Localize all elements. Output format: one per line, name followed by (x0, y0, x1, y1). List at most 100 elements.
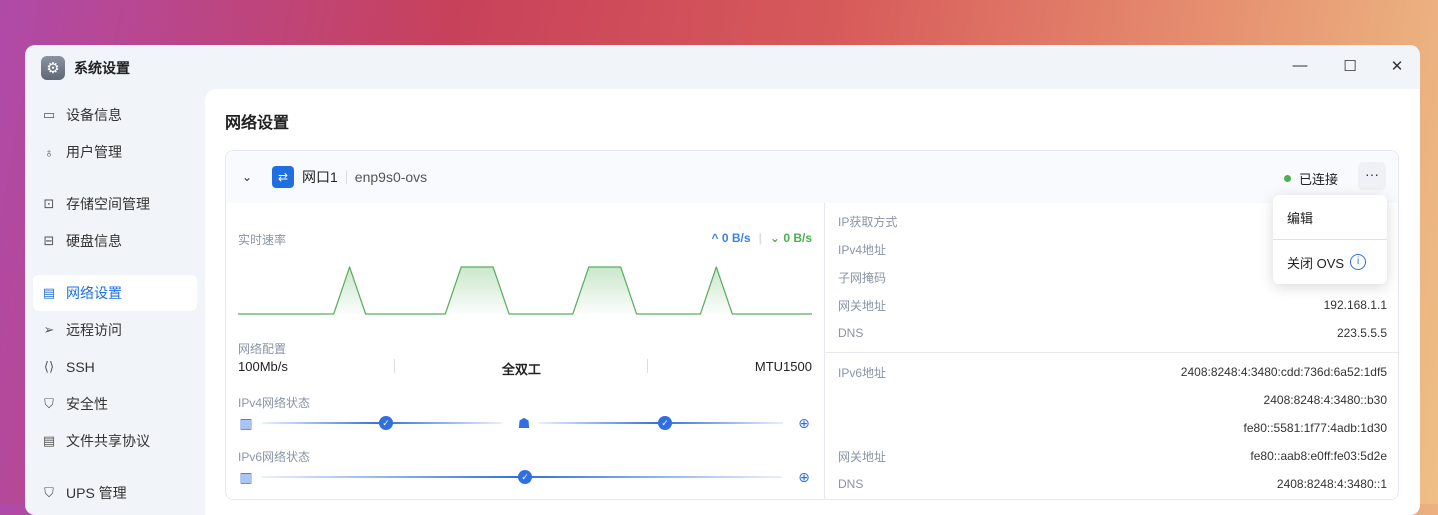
network-icon: ▤ (42, 285, 56, 300)
sidebar-item[interactable]: ▭ 设备信息 (33, 97, 197, 133)
mtu: MTU1500 (754, 359, 812, 374)
row-key: 网关地址 (838, 449, 887, 464)
row-value: fe80::aab8:e0ff:fe03:5d2e (1250, 449, 1387, 463)
config-label: 网络配置 (238, 342, 287, 356)
sidebar-item-label: 存储空间管理 (66, 196, 150, 212)
ipv6-row: 2408:8248:4:3480::b30 (826, 386, 1398, 414)
check-icon: ✓ (658, 416, 672, 430)
sidebar-item-label: 安全性 (66, 396, 108, 412)
file-icon: ▤ (42, 433, 56, 448)
maximize-button[interactable]: ☐ (1343, 58, 1357, 75)
row-key: IPv4地址 (838, 242, 887, 257)
speed-readout: ^ 0 B/s | ⌄ 0 B/s (712, 231, 812, 245)
divider (394, 359, 396, 373)
router-icon: ☗ (517, 415, 531, 431)
sidebar-item[interactable]: ⊡ 存储空间管理 (33, 186, 197, 222)
duplex: 全双工 (501, 362, 541, 377)
more-button[interactable]: ··· (1358, 162, 1386, 190)
storage-icon: ⊡ (43, 196, 55, 211)
ipv4-status-path: ▥ ✓ ☗ ✓ ⊕ (238, 415, 812, 431)
ipv4-row: IP获取方式 (826, 207, 1398, 235)
row-key: DNS (838, 326, 864, 340)
status-dot (1283, 175, 1291, 182)
minimize-button[interactable]: — (1292, 57, 1308, 74)
menu-divider (1273, 239, 1387, 240)
server-icon: ▥ (239, 415, 253, 431)
network-port-card: ⌄ ⇄ 网口1 enp9s0-ovs 已连接 ··· 实时速率 ^ 0 B/s … (225, 150, 1399, 500)
sidebar-item[interactable]: ♁ 用户管理 (33, 134, 197, 170)
row-key: 子网掩码 (838, 270, 887, 285)
info-icon[interactable]: i (1350, 254, 1367, 270)
shield-check-icon: ⛉ (44, 396, 54, 411)
link-speed: 100Mb/s (238, 359, 288, 374)
title-bar: ⚙ 系统设置 (41, 56, 130, 80)
sidebar-item-label: 远程访问 (66, 322, 122, 338)
row-key: 网关地址 (838, 298, 887, 313)
speed-label: 实时速率 (238, 233, 287, 247)
sidebar-item[interactable]: ▤ 网络设置 (33, 275, 197, 311)
page-title: 网络设置 (225, 115, 290, 132)
divider (647, 359, 649, 373)
ipv4-row: IPv4地址 (826, 235, 1398, 263)
shield-icon: ⛉ (44, 485, 54, 500)
sidebar-item-label: UPS 管理 (66, 485, 127, 501)
port-device: enp9s0-ovs (354, 169, 428, 185)
divider: | (758, 231, 762, 245)
menu-item-close-ovs[interactable]: 关闭 OVS i (1273, 240, 1387, 284)
sidebar-item[interactable]: ⟨⟩ SSH (33, 349, 197, 385)
device-icon: ▭ (42, 107, 56, 122)
main-panel: 网络设置 ⌄ ⇄ 网口1 enp9s0-ovs 已连接 ··· 实时速率 ^ 0… (205, 89, 1420, 515)
sidebar-item-label: 设备信息 (66, 107, 122, 123)
row-value: 2408:8248:4:3480:cdd:736d:6a52:1df5 (1180, 365, 1387, 379)
port-header[interactable]: ⌄ ⇄ 网口1 enp9s0-ovs 已连接 ··· (226, 151, 1398, 203)
ipv6-status-path: ▥ ✓ ⊕ (238, 469, 812, 485)
sidebar: ▭ 设备信息 ♁ 用户管理 ⊡ 存储空间管理 ⊟ 硬盘信息 ▤ 网络设置 ➢ 远程访问 ⟨⟩ SSH ⛉ 安全… (33, 97, 197, 512)
ip-details: IP获取方式 IPv4地址 子网掩码网关地址 192.168.1.1 DNS 223.5.… (826, 203, 1398, 498)
divider (826, 352, 1398, 353)
server-icon: ▥ (239, 469, 253, 485)
sidebar-item[interactable]: ➢ 远程访问 (33, 312, 197, 348)
status-badge: 已连接 (1283, 169, 1338, 188)
ipv4-row: DNS 223.5.5.5 (826, 319, 1398, 347)
close-button[interactable]: ✕ (1390, 58, 1404, 75)
traffic-chart (238, 266, 812, 315)
menu-item-label: 关闭 OVS (1287, 255, 1345, 271)
chevron-down-icon[interactable]: ⌄ (242, 170, 253, 184)
row-value: 223.5.5.5 (1336, 326, 1387, 340)
ipv4-status-label: IPv4网络状态 (238, 396, 311, 410)
ipv6-row: 网关地址 fe80::aab8:e0ff:fe03:5d2e (826, 442, 1398, 470)
send-icon: ➢ (43, 322, 55, 337)
sidebar-item[interactable]: ▤ 文件共享协议 (33, 423, 197, 459)
sidebar-item-label: SSH (66, 359, 95, 375)
ipv4-row: 网关地址 192.168.1.1 (826, 291, 1398, 319)
sidebar-item[interactable]: ⛉ UPS 管理 (33, 475, 197, 511)
row-value: 2408:8248:4:3480::1 (1276, 477, 1387, 491)
download-speed: ⌄ 0 B/s (769, 231, 812, 245)
upload-value: 0 B/s (721, 231, 751, 245)
sidebar-item-label: 用户管理 (66, 144, 122, 160)
sidebar-item[interactable]: ⊟ 硬盘信息 (33, 223, 197, 259)
row-key: IPv6地址 (838, 365, 887, 380)
traffic-line (238, 266, 812, 315)
code-icon: ⟨⟩ (43, 359, 55, 374)
globe-icon: ⊕ (798, 469, 810, 485)
ipv6-row: IPv6地址 2408:8248:4:3480:cdd:736d:6a52:1df… (826, 358, 1398, 386)
globe-icon: ⊕ (798, 415, 810, 431)
ipv6-row: fe80::5581:1f77:4adb:1d30 (826, 414, 1398, 442)
status-text: 已连接 (1298, 172, 1338, 187)
row-key: IP获取方式 (838, 214, 898, 229)
port-stats: 实时速率 ^ 0 B/s | ⌄ 0 B/s 网络配置 100Mb/s 全双工 … (226, 203, 825, 499)
divider (345, 170, 347, 184)
row-value: fe80::5581:1f77:4adb:1d30 (1243, 421, 1387, 435)
window-title: 系统设置 (74, 60, 130, 76)
ipv4-row: 子网掩码 (826, 263, 1398, 291)
port-arrows-icon: ⇄ (272, 166, 294, 188)
disk-icon: ⊟ (43, 233, 55, 248)
user-gear-icon: ♁ (44, 144, 54, 160)
menu-item-edit[interactable]: 编辑 (1273, 195, 1387, 239)
sidebar-item-label: 网络设置 (66, 285, 122, 301)
row-key: DNS (838, 477, 864, 491)
ipv6-row: DNS 2408:8248:4:3480::1 (826, 470, 1398, 498)
upload-speed: ^ 0 B/s (711, 231, 751, 245)
sidebar-item[interactable]: ⛉ 安全性 (33, 386, 197, 422)
